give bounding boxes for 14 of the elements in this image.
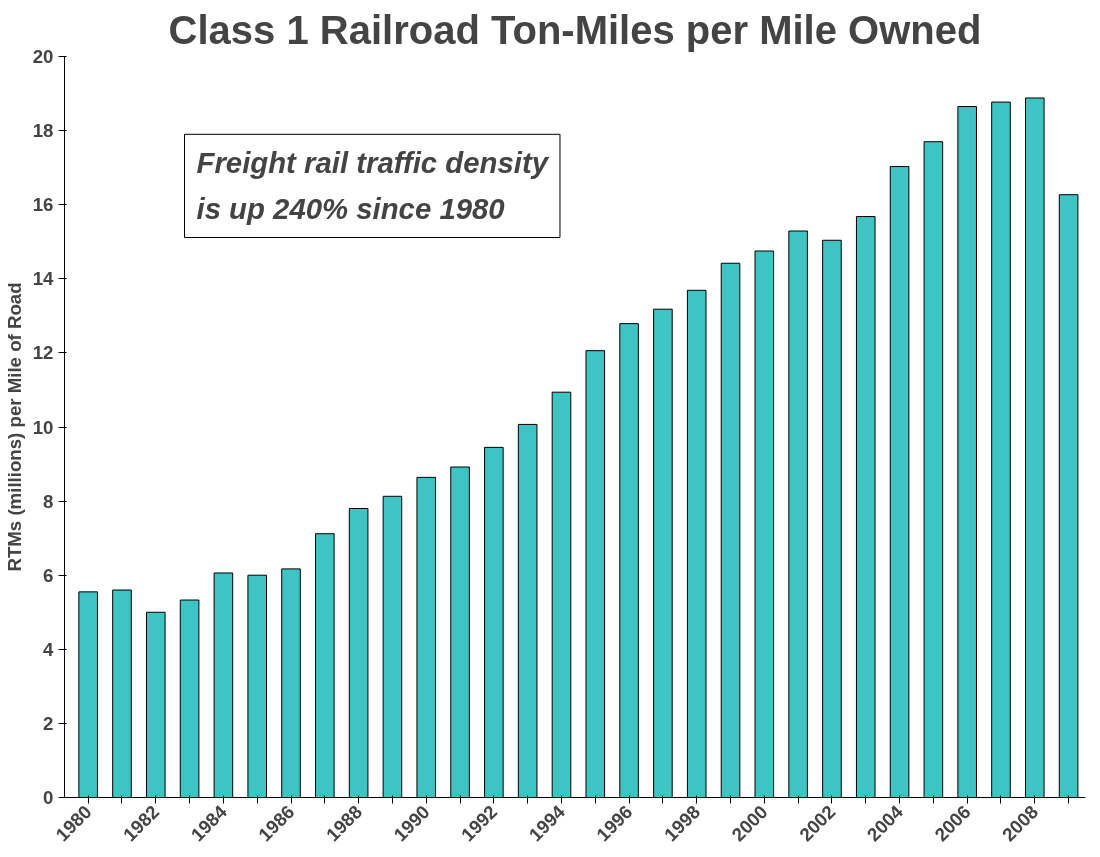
chart-title: Class 1 Railroad Ton-Miles per Mile Owned — [168, 7, 982, 52]
y-tick-label: 6 — [43, 564, 54, 586]
annotation: Freight rail traffic density is up 240% since 1980 — [196, 146, 550, 226]
y-tick-label: 14 — [32, 268, 55, 290]
y-tick-label: 0 — [43, 787, 54, 808]
y-tick-label: 12 — [32, 342, 54, 364]
y-tick-label: 8 — [43, 490, 54, 512]
y-tick-label: 16 — [32, 194, 54, 216]
y-tick-label: 10 — [32, 416, 54, 438]
y-tick-label: 4 — [43, 638, 55, 660]
y-axis-title: RTMs (millions) per Mile of Road — [3, 282, 25, 572]
y-tick-label: 20 — [32, 46, 54, 67]
y-tick-label: 18 — [32, 120, 54, 142]
y-tick-label: 2 — [43, 712, 54, 734]
